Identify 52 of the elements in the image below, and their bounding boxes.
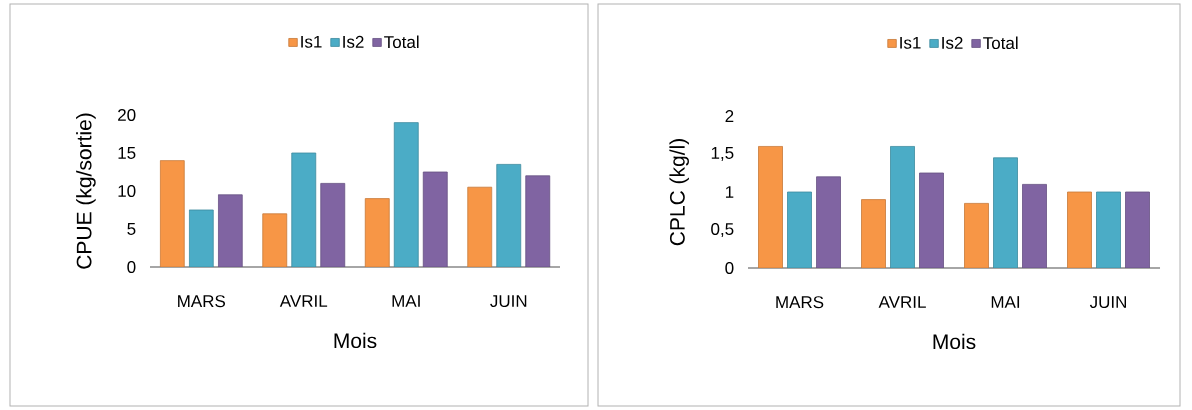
- legend-label: Is1: [301, 35, 322, 48]
- bar: [467, 186, 493, 267]
- bar: [861, 199, 886, 268]
- y-tick-label: 0: [725, 261, 734, 275]
- y-tick-label: 2: [725, 110, 734, 122]
- bar: [393, 122, 419, 267]
- x-tick-label: MARS: [776, 296, 824, 309]
- x-axis-title: Mois: [933, 333, 976, 350]
- bar: [262, 213, 288, 267]
- bar: [787, 191, 812, 268]
- bar: [422, 171, 448, 267]
- y-tick-label: 5: [127, 223, 136, 235]
- bar: [758, 146, 783, 268]
- x-tick-label: AVRIL: [878, 296, 926, 308]
- bar: [993, 157, 1018, 268]
- legend-label: Is2: [343, 35, 364, 48]
- x-tick-label: AVRIL: [279, 295, 328, 307]
- y-tick-label: 1,5: [711, 147, 734, 161]
- y-tick-label: 0: [127, 260, 136, 274]
- bar: [1096, 191, 1121, 268]
- y-tick-label: 20: [118, 108, 136, 122]
- bar: [159, 160, 185, 267]
- legend-label: Is1: [900, 36, 921, 49]
- y-axis-title: CPUE (kg/sortie): [76, 113, 96, 269]
- bar: [890, 146, 915, 268]
- y-tick-label: 10: [118, 184, 136, 198]
- bar: [964, 203, 989, 268]
- legend-label: Total: [384, 35, 419, 49]
- bar: [1022, 184, 1047, 268]
- x-tick-label: JUIN: [490, 295, 527, 307]
- bar: [496, 164, 522, 267]
- y-tick-label: 15: [118, 147, 136, 159]
- legend-label: Is2: [942, 36, 963, 49]
- y-tick-label: 0,5: [711, 222, 734, 238]
- x-tick-label: JUIN: [1089, 296, 1126, 308]
- bar: [525, 175, 551, 267]
- y-tick-label: 1: [725, 186, 734, 198]
- x-tick-label: MARS: [178, 295, 226, 308]
- bar: [1125, 191, 1150, 268]
- x-tick-label: MAI: [392, 295, 420, 307]
- bar: [1067, 191, 1092, 268]
- bar: [919, 172, 944, 268]
- bar: [320, 183, 346, 267]
- x-axis-title: Mois: [334, 332, 377, 349]
- x-tick-label: MAI: [991, 296, 1020, 308]
- legend-label: Total: [983, 36, 1018, 50]
- bar: [816, 176, 841, 268]
- bar: [188, 209, 214, 267]
- bar: [217, 194, 243, 267]
- bar: [364, 198, 390, 267]
- y-axis-title: CPLC (kg/l): [669, 139, 689, 246]
- bar: [291, 152, 317, 267]
